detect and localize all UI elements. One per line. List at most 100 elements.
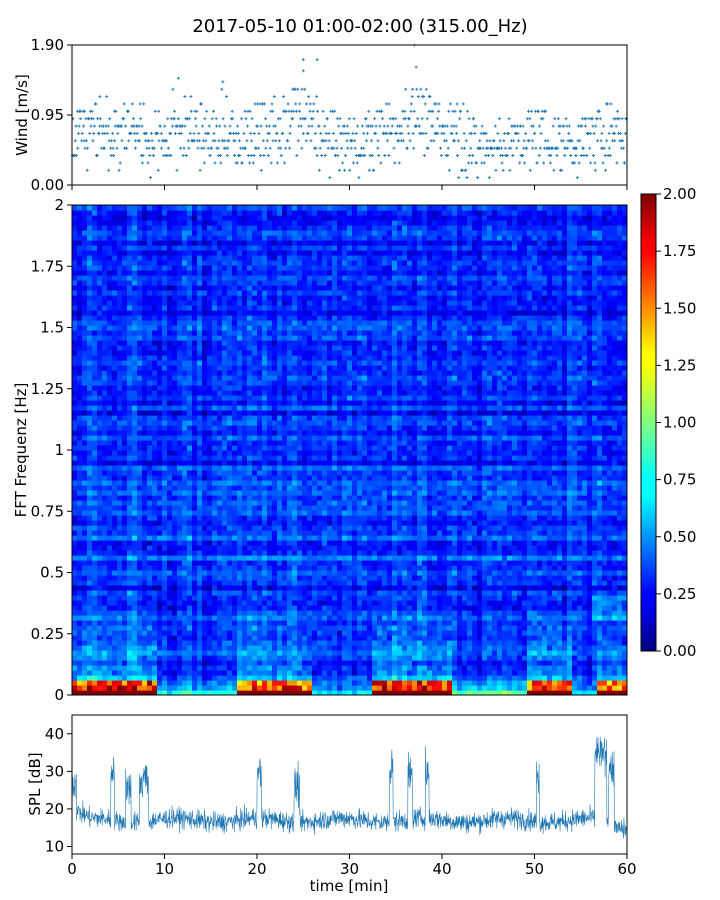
- spectrogram-cell: [272, 285, 278, 291]
- spectrogram-cell: [232, 600, 238, 606]
- spectrogram-cell: [112, 500, 118, 506]
- spectrogram-cell: [277, 580, 283, 586]
- wind-point: [294, 102, 298, 106]
- spectrogram-cell: [212, 355, 218, 361]
- spectrogram-cell: [122, 480, 128, 486]
- spectrogram-cell: [167, 265, 173, 271]
- wind-point: [303, 87, 307, 91]
- spectrogram-cell: [147, 550, 153, 556]
- spectrogram-cell: [192, 210, 198, 216]
- spectrogram-cell: [172, 305, 178, 311]
- spectrogram-cell: [92, 470, 98, 476]
- spectrogram-cell: [212, 635, 218, 641]
- wind-point: [454, 124, 458, 128]
- spectrogram-cell: [172, 500, 178, 506]
- spectrogram-cell: [197, 350, 203, 356]
- spectrogram-cell: [72, 285, 78, 291]
- spectrogram-cell: [192, 220, 198, 226]
- spectrogram-cell: [147, 295, 153, 301]
- spectrogram-cell: [192, 425, 198, 431]
- spectrogram-cell: [267, 215, 273, 221]
- spectrogram-cell: [77, 330, 83, 336]
- wind-point: [339, 131, 343, 135]
- spectrogram-cell: [267, 510, 273, 516]
- spectrogram-cell: [87, 520, 93, 526]
- spectrogram-cell: [177, 415, 183, 421]
- spectrogram-cell: [87, 530, 93, 536]
- spectrogram-cell: [202, 505, 208, 511]
- spectrogram-cell: [112, 460, 118, 466]
- spectrogram-cell: [232, 335, 238, 341]
- wind-point: [212, 109, 215, 113]
- wind-point: [516, 131, 520, 135]
- spectrogram-cell: [182, 235, 188, 241]
- spectrogram-cell: [167, 475, 173, 481]
- spectrogram-cell: [272, 525, 278, 531]
- spectrogram-cell: [72, 400, 78, 406]
- spectrogram-cell: [167, 410, 173, 416]
- wind-point: [513, 124, 517, 128]
- spectrogram-cell: [187, 295, 193, 301]
- spectrogram-cell: [247, 265, 253, 271]
- spectrogram-cell: [192, 325, 198, 331]
- spectrogram-cell: [137, 365, 143, 371]
- spectrogram-cell: [142, 315, 148, 321]
- spectrogram-cell: [102, 265, 108, 271]
- spectrogram-cell: [167, 340, 173, 346]
- spectrogram-cell: [217, 665, 223, 671]
- spectrogram-cell: [212, 570, 218, 576]
- spectrogram-cell: [252, 305, 258, 311]
- wind-point: [384, 102, 388, 106]
- spectrogram-cell: [242, 475, 248, 481]
- spectrogram-cell: [182, 515, 188, 521]
- spectrogram-cell: [277, 460, 283, 466]
- spectrogram-cell: [97, 565, 103, 571]
- spectrogram-cell: [207, 505, 213, 511]
- spectrogram-cell: [97, 425, 103, 431]
- spectrogram-cell: [82, 480, 88, 486]
- spectrogram-cell: [107, 680, 113, 686]
- spectrogram-cell: [217, 550, 223, 556]
- spectrogram-cell: [147, 515, 153, 521]
- spectrogram-cell: [102, 380, 108, 386]
- spectrogram-cell: [82, 655, 88, 661]
- spectrogram-cell: [197, 630, 203, 636]
- spectrogram-cell: [247, 490, 253, 496]
- spectrogram-cell: [77, 245, 83, 251]
- spectrogram-cell: [142, 275, 148, 281]
- spectrogram-cell: [147, 270, 153, 276]
- wind-point: [249, 154, 253, 157]
- wind-point: [439, 154, 443, 157]
- spectrogram-cell: [92, 580, 98, 586]
- spectrogram-cell: [272, 685, 278, 691]
- spectrogram-cell: [77, 565, 83, 571]
- wind-point: [238, 139, 241, 143]
- spectrogram-cell: [132, 210, 138, 216]
- wind-point: [454, 131, 458, 135]
- spectrogram-cell: [222, 565, 228, 571]
- spectrogram-cell: [167, 625, 173, 631]
- spectrogram-cell: [137, 295, 143, 301]
- spectrogram-cell: [197, 585, 203, 591]
- wind-point: [595, 117, 599, 121]
- spectrogram-cell: [212, 575, 218, 581]
- spectrogram-cell: [217, 480, 223, 486]
- wind-point: [235, 161, 239, 165]
- spectrogram-cell: [172, 230, 178, 236]
- spectrogram-cell: [252, 325, 258, 331]
- spectrogram-cell: [162, 530, 168, 536]
- spectrogram-cell: [137, 265, 143, 271]
- spectrogram-cell: [192, 660, 198, 666]
- wind-point: [80, 139, 84, 143]
- spectrogram-cell: [177, 355, 183, 361]
- spectrogram-cell: [237, 510, 243, 516]
- spectrogram-cell: [232, 275, 238, 281]
- spectrogram-cell: [197, 205, 203, 211]
- wind-point: [265, 139, 269, 143]
- spectrogram-cell: [102, 420, 108, 426]
- spectrogram-cell: [242, 450, 248, 456]
- spectrogram-cell: [152, 335, 158, 341]
- spectrogram-cell: [137, 210, 143, 216]
- spectrogram-cell: [222, 360, 228, 366]
- spectrogram-cell: [92, 495, 98, 501]
